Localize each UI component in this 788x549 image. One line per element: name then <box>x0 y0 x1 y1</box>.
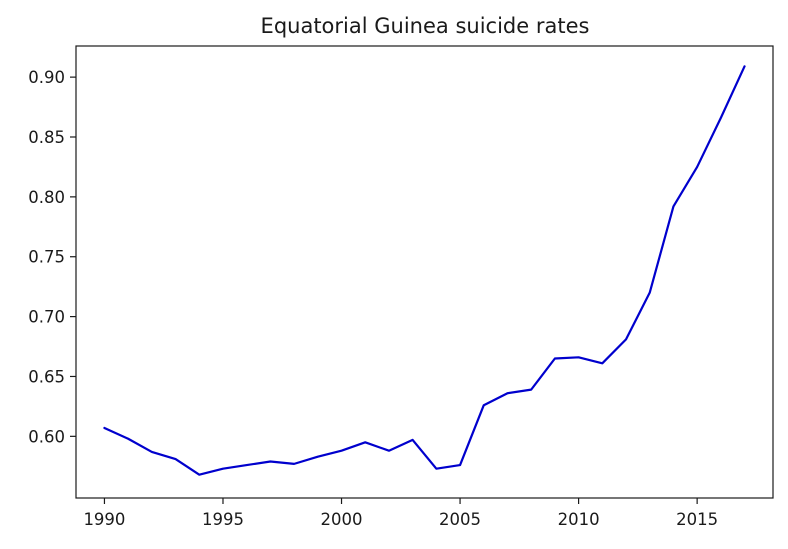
y-axis: 0.60 0.65 0.70 0.75 0.80 0.85 0.90 <box>28 68 76 446</box>
x-tick-label: 2005 <box>439 510 481 529</box>
y-tick-label: 0.60 <box>28 427 65 446</box>
y-tick-label: 0.65 <box>28 367 65 386</box>
x-tick-label: 1990 <box>83 510 125 529</box>
y-tick-label: 0.70 <box>28 308 65 327</box>
x-tick-label: 2000 <box>321 510 363 529</box>
y-tick-label: 0.75 <box>28 248 65 267</box>
y-tick-label: 0.90 <box>28 68 65 87</box>
chart-title: Equatorial Guinea suicide rates <box>261 14 590 38</box>
y-tick-label: 0.85 <box>28 128 65 147</box>
x-tick-label: 2015 <box>676 510 718 529</box>
series-line <box>103 65 746 476</box>
plot-area-frame <box>75 45 774 499</box>
x-tick-label: 2010 <box>558 510 600 529</box>
series-group <box>103 65 746 476</box>
x-tick-label: 1995 <box>202 510 244 529</box>
x-axis: 1990 1995 2000 2005 2010 2015 <box>83 498 718 529</box>
y-tick-label: 0.80 <box>28 188 65 207</box>
